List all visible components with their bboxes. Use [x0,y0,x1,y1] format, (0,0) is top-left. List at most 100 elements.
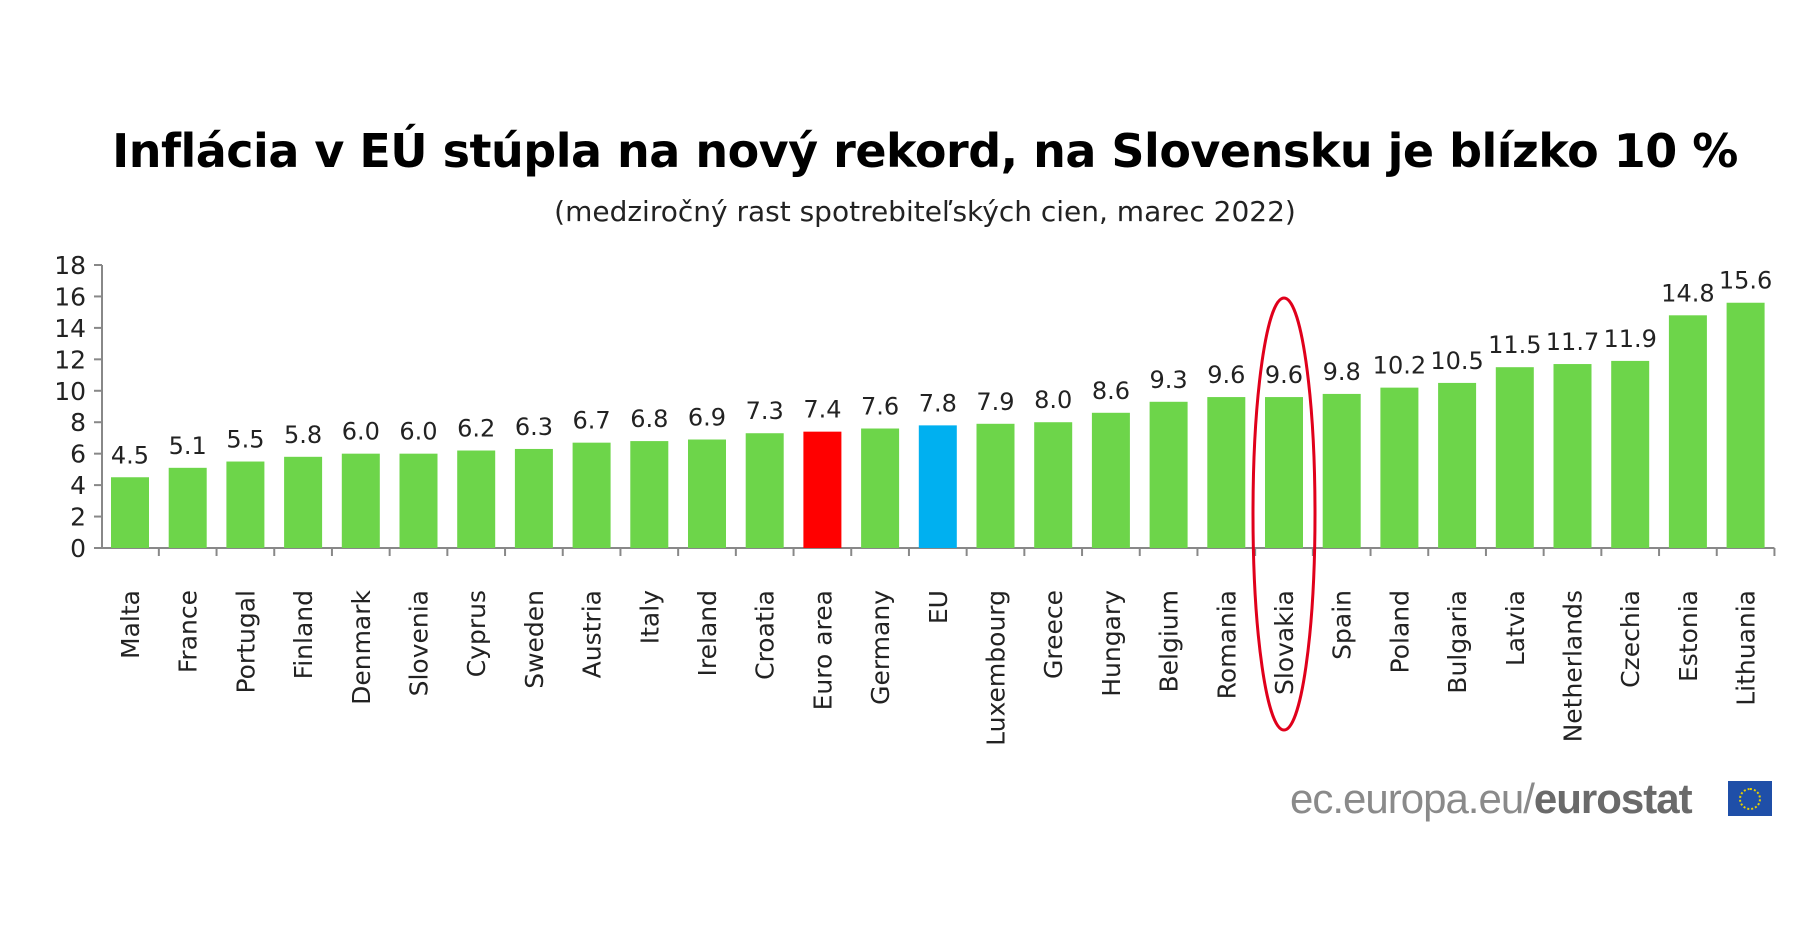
y-tick-label: 14 [54,314,86,343]
bar-eu [918,425,957,548]
bar-netherlands [1553,364,1592,548]
bar-sweden [514,448,553,548]
value-label: 7.9 [976,388,1014,416]
value-label: 10.2 [1373,352,1426,380]
y-tick-label: 12 [54,345,86,374]
bar-france [168,467,207,548]
value-label: 9.6 [1207,361,1245,389]
category-label: Greece [1039,590,1068,679]
y-tick-label: 8 [70,408,86,437]
bar-hungary [1091,412,1130,548]
value-label: 7.6 [861,393,899,421]
category-label: Slovakia [1270,590,1299,695]
bar-greece [1034,422,1073,548]
value-label: 9.8 [1323,358,1361,386]
category-label: Finland [289,590,318,679]
category-label: Romania [1212,590,1241,699]
bar-bulgaria [1438,382,1477,548]
y-tick-label: 0 [70,534,86,563]
category-label: Estonia [1674,590,1703,682]
category-label: Czechia [1616,590,1645,688]
bar-germany [861,428,900,548]
value-label: 11.7 [1546,328,1599,356]
value-label: 7.8 [919,389,957,417]
bar-denmark [341,453,380,548]
source-logo: ec.europa.eu/eurostat [1290,775,1693,823]
value-label: 7.4 [803,396,841,424]
value-label: 9.6 [1265,361,1303,389]
bar-finland [284,456,323,548]
bar-ireland [688,439,726,548]
y-tick-label: 6 [70,440,86,469]
value-label: 6.8 [630,405,668,433]
bar-slovakia [1265,397,1303,548]
category-label: Lithuania [1732,590,1761,706]
y-tick-label: 10 [54,377,86,406]
category-label: Netherlands [1559,590,1588,742]
category-label: Italy [635,590,664,644]
bar-poland [1380,387,1419,548]
value-label: 8.0 [1034,386,1072,414]
source-brand: eurostat [1533,775,1693,822]
value-label: 7.3 [746,397,784,425]
bar-italy [630,441,669,548]
category-label: Austria [578,590,607,678]
bar-belgium [1149,401,1188,548]
category-label: Croatia [751,590,780,680]
bar-portugal [226,461,265,548]
value-label: 6.9 [688,404,726,432]
bar-estonia [1668,315,1707,548]
bar-malta [111,477,149,548]
bar-cyprus [457,450,496,548]
bar-euro-area [803,431,842,548]
value-label: 5.5 [226,426,264,454]
value-label: 4.5 [111,441,149,469]
value-label: 5.1 [169,432,207,460]
value-label: 15.6 [1719,267,1772,295]
chart-title: Inflácia v EÚ stúpla na nový rekord, na … [112,124,1738,178]
category-label: Malta [116,590,145,659]
category-label: Cyprus [462,590,491,677]
source-prefix: ec.europa.eu/ [1290,775,1535,822]
value-label: 14.8 [1661,279,1714,307]
bar-austria [572,442,611,548]
category-label: Sweden [520,590,549,689]
value-label: 11.5 [1488,331,1541,359]
value-label: 11.9 [1603,325,1656,353]
category-label: EU [924,590,953,624]
bar-luxembourg [976,423,1015,548]
y-tick-label: 18 [54,251,86,280]
category-label: Bulgaria [1443,590,1472,694]
value-label: 10.5 [1430,347,1483,375]
category-label: Luxembourg [982,590,1011,746]
eu-flag-icon [1728,781,1772,816]
category-label: Poland [1385,590,1414,673]
category-label: Germany [866,590,895,705]
highlight-ellipse [1251,296,1317,732]
category-label: Portugal [231,590,260,694]
y-tick-label: 2 [70,503,86,532]
value-label: 6.2 [457,415,495,443]
bar-czechia [1611,360,1650,548]
value-label: 5.8 [284,421,322,449]
category-label: Euro area [808,590,837,710]
chart-subtitle: (medziročný rast spotrebiteľských cien, … [554,195,1296,228]
value-label: 8.6 [1092,377,1130,405]
category-label: Spain [1328,590,1357,660]
category-label: Slovenia [405,590,434,696]
value-label: 6.7 [573,407,611,435]
value-label: 9.3 [1150,366,1188,394]
value-label: 6.0 [342,418,380,446]
y-tick-label: 16 [54,282,86,311]
bar-romania [1207,397,1246,548]
category-label: Latvia [1501,590,1530,666]
bar-lithuania [1726,302,1765,548]
bar-croatia [745,433,784,548]
category-label: Hungary [1097,590,1126,697]
category-label: France [174,590,203,673]
category-label: Denmark [347,589,376,704]
category-label: Ireland [693,590,722,676]
category-label: Belgium [1155,590,1184,693]
bar-spain [1322,393,1361,548]
